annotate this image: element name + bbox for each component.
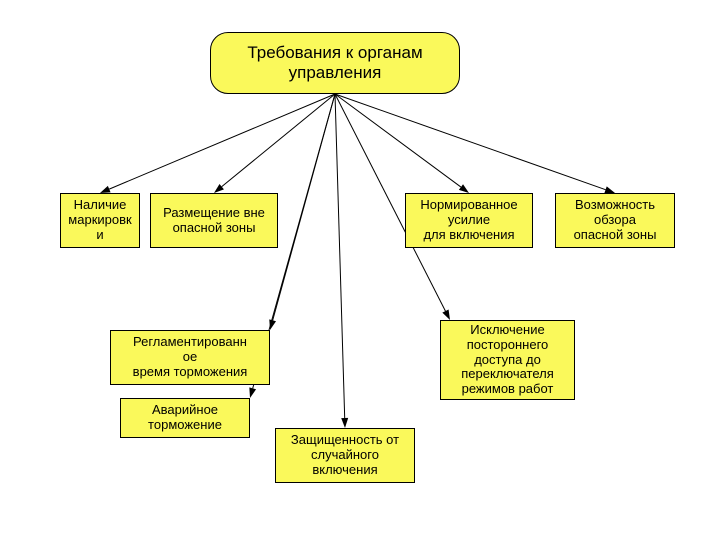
child-node-n1: Наличиемаркировки — [60, 193, 140, 248]
node-text-line: Наличие — [74, 198, 127, 213]
node-text-line: Регламентированн — [133, 335, 247, 350]
node-text-line: включения — [312, 463, 377, 478]
node-text-line: и — [96, 228, 103, 243]
node-text-line: Требования к органам — [247, 43, 422, 63]
edge-arrowhead — [269, 319, 276, 330]
child-node-n6: Аварийноеторможение — [120, 398, 250, 438]
edge-line — [335, 94, 461, 187]
edge-line — [109, 94, 335, 189]
child-node-n5: Регламентированноевремя торможения — [110, 330, 270, 385]
node-text-line: маркировк — [68, 213, 131, 228]
node-text-line: время торможения — [133, 365, 248, 380]
node-text-line: Аварийное — [152, 403, 218, 418]
edge-arrowhead — [100, 186, 111, 193]
edge-arrowhead — [604, 186, 615, 193]
node-text-line: доступа до — [474, 353, 541, 368]
node-text-line: режимов работ — [462, 382, 554, 397]
edge-arrowhead — [442, 310, 450, 320]
node-text-line: постороннего — [467, 338, 549, 353]
edge-arrowhead — [249, 387, 256, 398]
edge-line — [222, 94, 335, 187]
child-node-n4: Возможностьобзораопасной зоны — [555, 193, 675, 248]
node-text-line: усилие — [448, 213, 490, 228]
node-text-line: для включения — [423, 228, 514, 243]
edge-arrowhead — [459, 184, 469, 193]
node-text-line: Размещение вне — [163, 206, 265, 221]
node-text-line: управления — [289, 63, 382, 83]
child-node-n7: Защищенность отслучайноговключения — [275, 428, 415, 483]
edge-line — [335, 94, 606, 190]
child-node-n3: Нормированноеусилиедля включения — [405, 193, 533, 248]
node-text-line: переключателя — [461, 367, 554, 382]
node-text-line: Защищенность от — [291, 433, 399, 448]
node-text-line: Возможность — [575, 198, 655, 213]
edge-arrowhead — [341, 418, 348, 428]
node-text-line: случайного — [311, 448, 379, 463]
root-node: Требования к органамуправления — [210, 32, 460, 94]
node-text-line: Исключение — [470, 323, 544, 338]
node-text-line: обзора — [594, 213, 636, 228]
child-node-n8: Исключениепостороннегодоступа допереключ… — [440, 320, 575, 400]
child-node-n2: Размещение внеопасной зоны — [150, 193, 278, 248]
edge-line — [273, 94, 335, 320]
node-text-line: опасной зоны — [574, 228, 657, 243]
node-text-line: торможение — [148, 418, 222, 433]
node-text-line: ое — [183, 350, 197, 365]
node-text-line: опасной зоны — [173, 221, 256, 236]
edge-arrowhead — [214, 184, 224, 193]
edge-line — [335, 94, 345, 418]
node-text-line: Нормированное — [420, 198, 517, 213]
